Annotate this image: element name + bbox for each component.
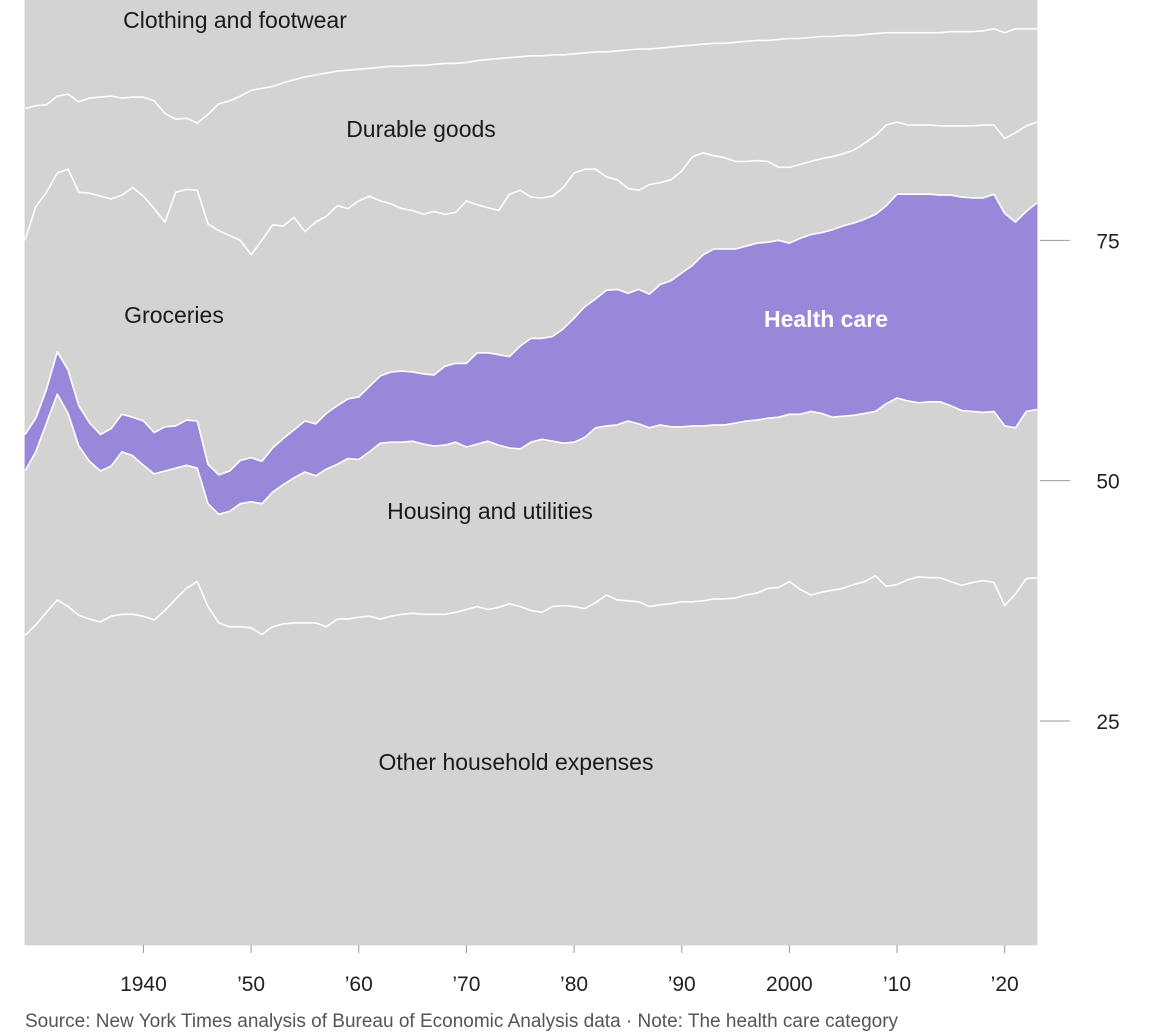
source-note: Source: New York Times analysis of Burea… xyxy=(25,1011,899,1032)
boundary-line-2 xyxy=(24,393,1038,516)
boundary-line-1 xyxy=(24,575,1038,636)
y-tick-label: 75 xyxy=(1096,230,1119,253)
x-tick-label: ’80 xyxy=(560,973,588,996)
band-label-durable: Durable goods xyxy=(346,116,496,142)
band-label-clothing: Clothing and footwear xyxy=(123,7,347,33)
x-tick-label: 2000 xyxy=(766,973,813,996)
boundary-lines xyxy=(24,28,1038,636)
x-tick-label: ’50 xyxy=(237,973,265,996)
band-label-groceries: Groceries xyxy=(124,302,224,328)
x-tick-label: ’90 xyxy=(668,973,696,996)
band-label-housing: Housing and utilities xyxy=(387,498,593,524)
band-label-health-care: Health care xyxy=(764,306,888,332)
x-tick-label: ’60 xyxy=(345,973,373,996)
axes: 1940 ’50 ’60 ’70 ’80 ’90 2000 ’10 ’20 25 50 75 xyxy=(120,230,1120,996)
boundary-line-5 xyxy=(24,28,1037,124)
x-tick-label: ’70 xyxy=(452,973,480,996)
boundary-line-4 xyxy=(24,121,1038,256)
y-tick-label: 50 xyxy=(1096,471,1119,494)
band-labels: Clothing and footwear Durable goods Groc… xyxy=(123,7,888,775)
x-tick-label: 1940 xyxy=(120,973,167,996)
y-tick-label: 25 xyxy=(1096,711,1119,734)
x-tick-label: ’20 xyxy=(991,973,1019,996)
band-label-other: Other household expenses xyxy=(379,749,654,775)
x-tick-label: ’10 xyxy=(883,973,911,996)
area-bands xyxy=(24,0,1038,946)
boundary-line-3 xyxy=(24,193,1038,476)
